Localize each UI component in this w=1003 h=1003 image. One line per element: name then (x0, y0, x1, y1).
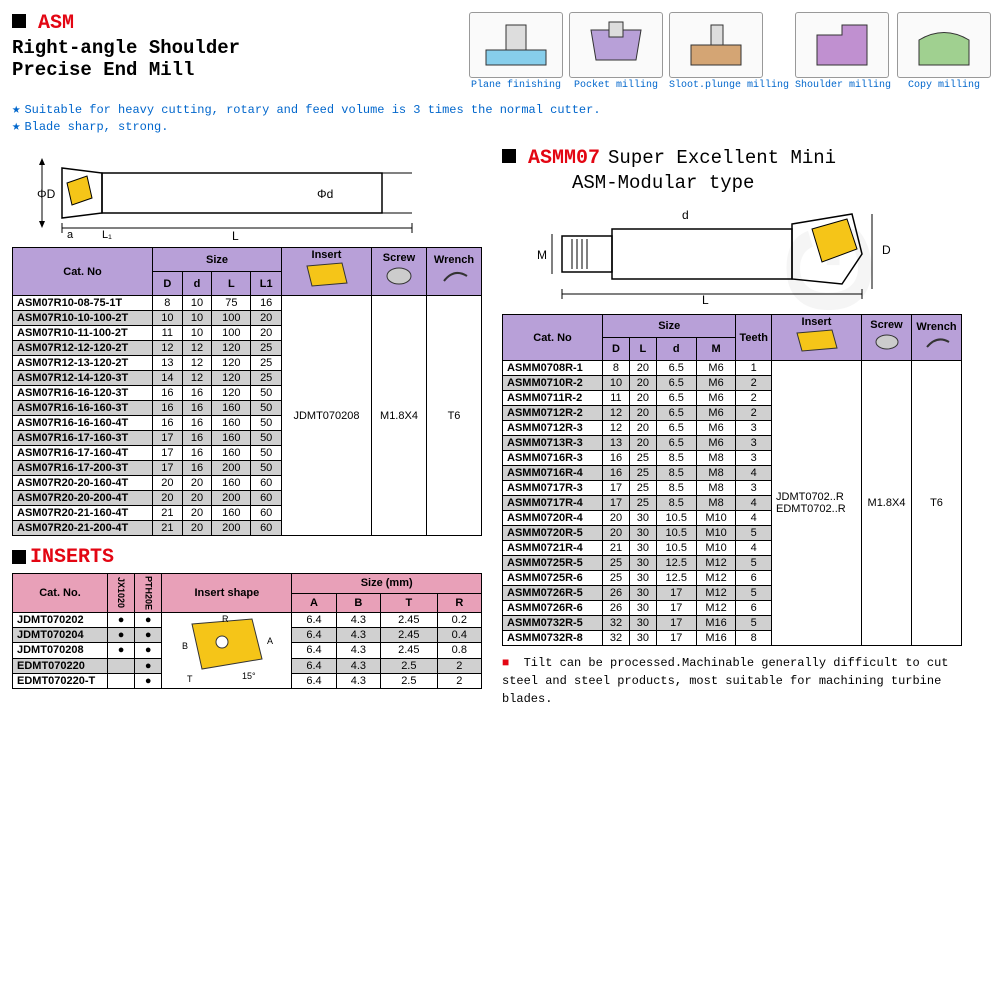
title-line-1: Right-angle Shoulder (12, 37, 412, 59)
svg-text:L₁: L₁ (102, 229, 112, 241)
inserts-title: INSERTS (12, 546, 482, 569)
feature-bullets: ★Suitable for heavy cutting, rotary and … (12, 101, 991, 135)
table-row: JDMT070202●●TARB15°6.44.32.450.2 (13, 613, 482, 628)
milling-type-label: Shoulder milling (795, 80, 891, 91)
svg-text:ΦD: ΦD (37, 187, 56, 201)
asm-code: ASM (38, 12, 74, 35)
table-row: ASM07R10-08-75-1T8107516JDMT070208 M1.8X… (13, 296, 482, 311)
footnote: ■ Tilt can be processed.Machinable gener… (502, 654, 991, 708)
asm-spec-table: Cat. No Size Insert Screw Wrench DdLL1 A… (12, 247, 482, 536)
svg-text:15°: 15° (242, 671, 256, 681)
milling-type-icon (795, 12, 889, 78)
modular-spec-table: Cat. No Size Teeth Insert Screw Wrench D… (502, 314, 962, 646)
milling-type-label: Pocket milling (569, 80, 663, 91)
svg-text:d: d (682, 208, 689, 222)
svg-text:D: D (882, 243, 891, 257)
table-row: ASMM0708R-18206.5M61JDMT0702..REDMT0702.… (503, 361, 962, 376)
svg-text:A: A (267, 636, 273, 646)
milling-type-label: Sloot.plunge milling (669, 80, 789, 91)
svg-text:Φd: Φd (317, 187, 333, 201)
milling-type-label: Copy milling (897, 80, 991, 91)
svg-text:L: L (702, 293, 709, 307)
svg-text:a: a (67, 229, 74, 241)
modular-header: ASMM07 Super Excellent Mini (502, 147, 991, 170)
svg-text:B: B (182, 641, 188, 651)
bullet-square-icon (12, 14, 26, 28)
svg-text:T: T (187, 674, 193, 684)
tool-diagram-1: ΦD a L₁ L Φd (12, 143, 482, 243)
milling-type-icon (669, 12, 763, 78)
milling-type-label: Plane finishing (469, 80, 563, 91)
asm-header: ASM (12, 12, 412, 35)
milling-type-icon (469, 12, 563, 78)
milling-icon-row: Plane finishing Pocket milling Sloot.plung… (432, 12, 991, 91)
title-line-2: Precise End Mill (12, 59, 412, 81)
milling-type-icon (569, 12, 663, 78)
tool-diagram-2: M L D d (502, 194, 991, 314)
svg-text:L: L (232, 229, 239, 243)
milling-type-icon (897, 12, 991, 78)
modular-subtitle: ASM-Modular type (572, 172, 991, 194)
svg-text:M: M (537, 248, 547, 262)
svg-text:R: R (222, 614, 229, 624)
inserts-table: Cat. No. JX1020 PTH20E Insert shape Size… (12, 573, 482, 689)
